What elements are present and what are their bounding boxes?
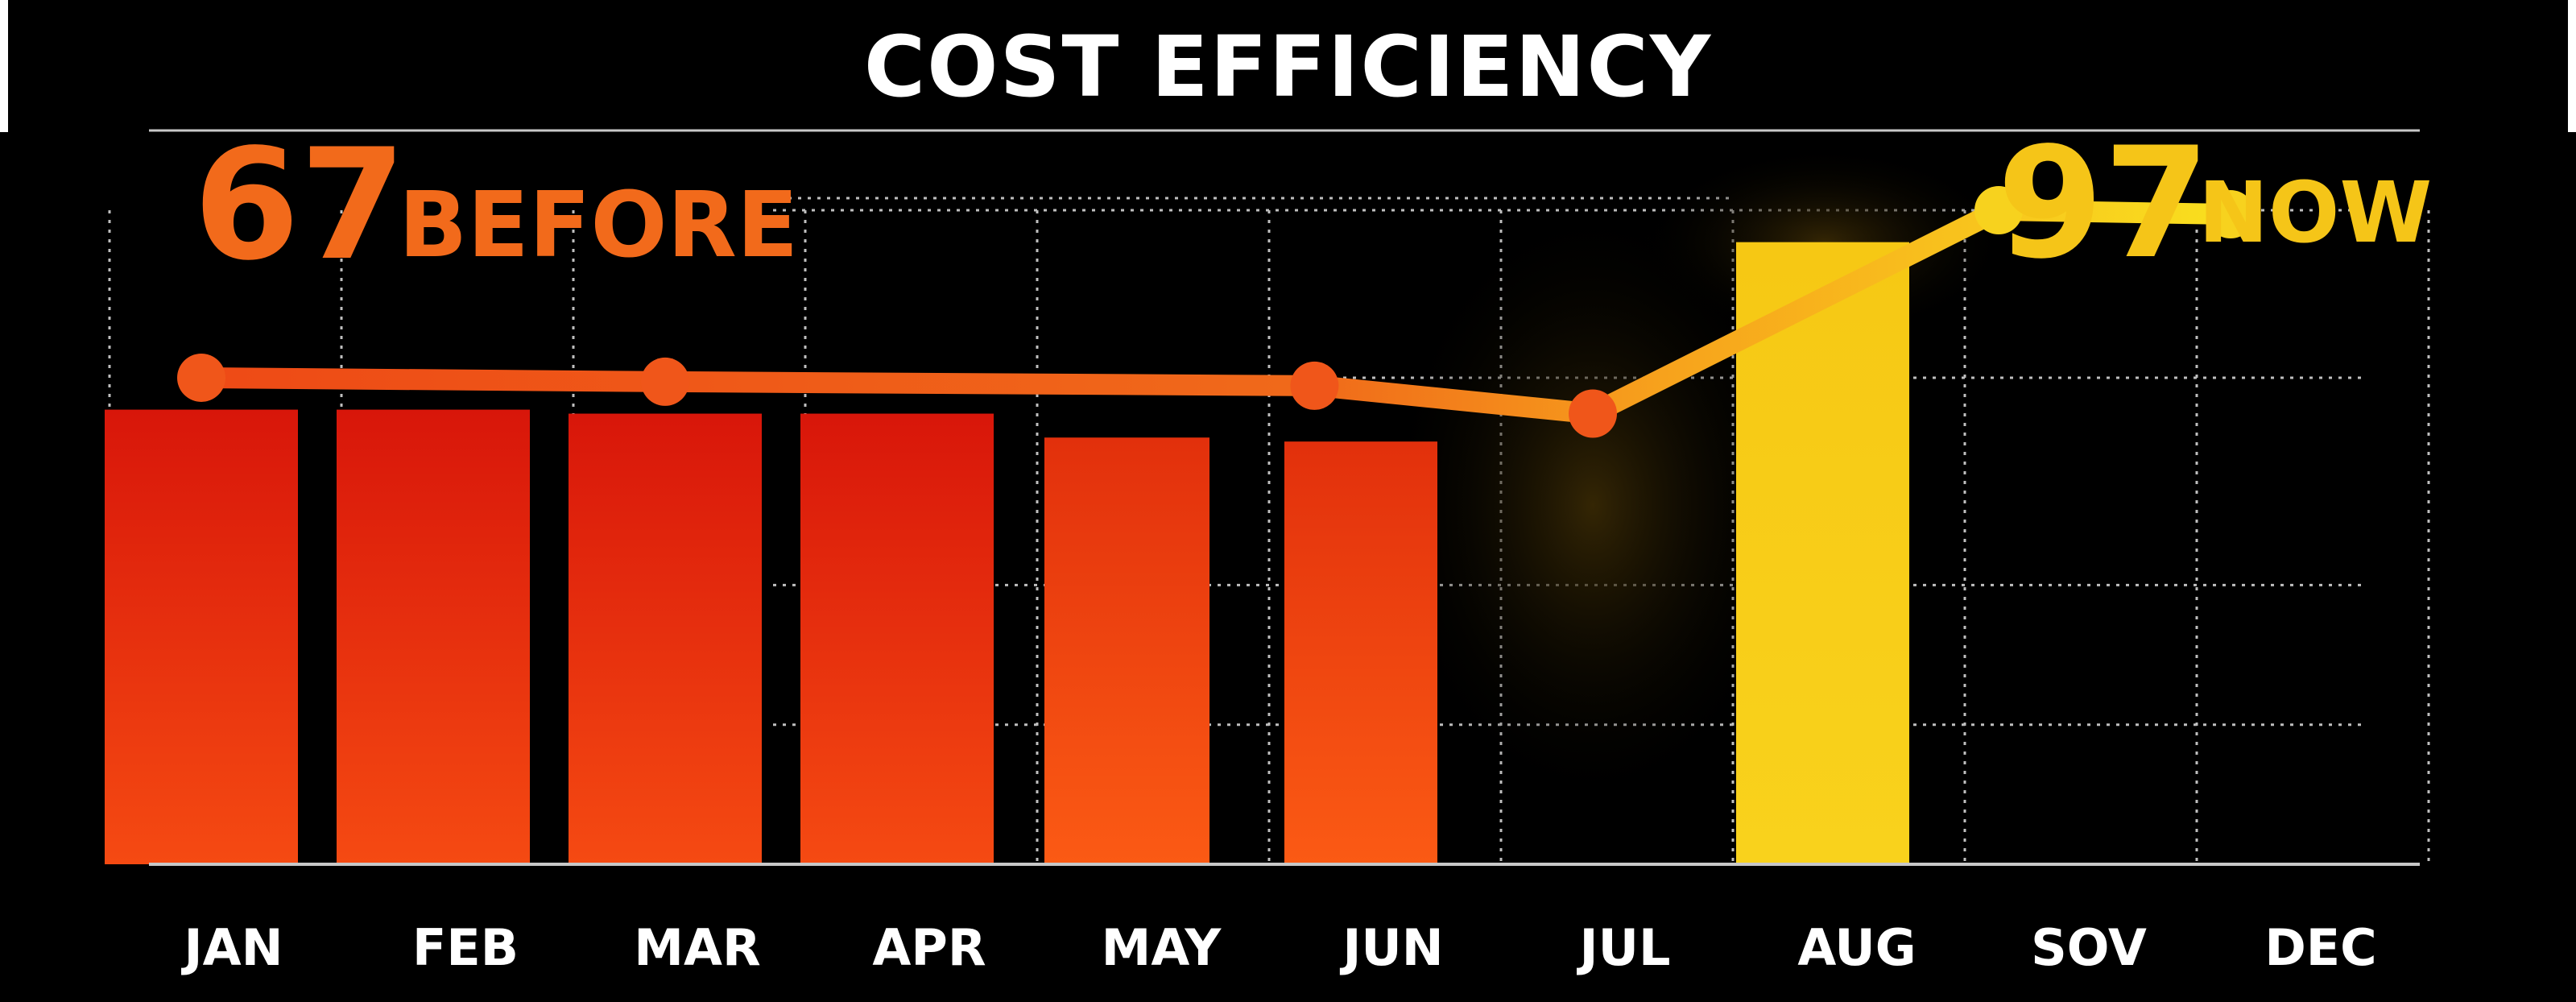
now-label: NOW [2198, 164, 2432, 262]
x-tick-label-jan: JAN [181, 918, 283, 977]
trend-point-5 [2206, 189, 2255, 238]
trend-point-3 [1569, 389, 1617, 438]
bar-aug [1736, 242, 1909, 864]
x-tick-labels: JAN FEB MAR APR MAY JUN JUL AUG SOV DEC [181, 918, 2377, 977]
before-label: BEFORE [399, 173, 798, 278]
top-band-inner [8, 0, 2568, 132]
x-tick-label-apr: APR [872, 918, 986, 977]
x-tick-label-dec: DEC [2264, 918, 2376, 977]
bar-feb [337, 409, 530, 865]
trend-line [177, 186, 2255, 438]
before-value: 67 [193, 116, 406, 294]
chart-title: COST EFFICIENCY [863, 18, 1713, 116]
x-tick-label-sov: SOV [2031, 918, 2147, 977]
x-tick-label-mar: MAR [634, 918, 760, 977]
x-tick-label-jul: JUL [1577, 918, 1671, 977]
x-tick-label-jun: JUN [1339, 918, 1443, 977]
trend-point-1 [641, 357, 689, 406]
top-band [0, 0, 2576, 132]
bar-mar [569, 413, 762, 864]
now-value: 97 [1997, 114, 2210, 292]
x-tick-label-aug: AUG [1797, 918, 1916, 977]
trend-point-0 [177, 353, 225, 402]
x-tick-label-may: MAY [1102, 918, 1222, 977]
trend-point-4 [1974, 186, 2023, 235]
bar-apr [800, 413, 994, 864]
bar-jun [1284, 441, 1437, 864]
axes [149, 129, 2420, 866]
bar-may [1044, 437, 1209, 864]
trend-point-2 [1290, 361, 1339, 410]
trend-line-path [191, 200, 2241, 424]
bars [105, 242, 1909, 865]
bar-jan [105, 409, 298, 865]
x-tick-label-feb: FEB [412, 918, 519, 977]
